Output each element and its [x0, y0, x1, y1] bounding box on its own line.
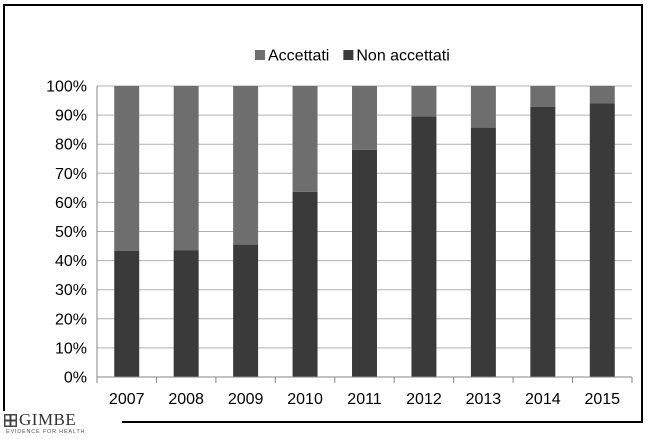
y-tick-label: 50% — [55, 224, 87, 241]
bar-non-accettati-2009 — [233, 244, 259, 377]
x-tick-label: 2014 — [525, 391, 561, 408]
bar-non-accettati-2010 — [292, 191, 318, 377]
y-tick-label: 20% — [55, 311, 87, 328]
bar-non-accettati-2011 — [352, 149, 377, 377]
x-axis-ticks: 2007 2008 2009 2010 2011 2012 2013 2014 2015 — [109, 391, 620, 408]
x-tick-label: 2013 — [466, 391, 502, 408]
x-tick-label: 2008 — [168, 391, 204, 408]
y-tick-label: 70% — [55, 166, 87, 183]
gimbe-grid-icon — [4, 414, 17, 427]
stacked-bar-chart: 0%10%20%30%40%50%60%70%80%90%100% 2007 20… — [46, 48, 633, 408]
legend: Accettati Non accettati — [255, 48, 450, 65]
bars — [114, 86, 615, 378]
bar-non-accettati-2008 — [173, 250, 199, 377]
gimbe-logo: GIMBE EVIDENCE FOR HEALTH — [2, 411, 122, 437]
bar-accettati-2015 — [589, 86, 615, 104]
x-tick-label: 2010 — [287, 391, 323, 408]
y-tick-label: 40% — [55, 253, 87, 270]
legend-swatch-non-accettati — [343, 50, 354, 60]
legend-label-accettati: Accettati — [268, 48, 329, 65]
bar-non-accettati-2014 — [530, 106, 556, 377]
bar-accettati-2014 — [530, 86, 556, 107]
y-tick-label: 90% — [55, 108, 87, 125]
x-tick-label: 2009 — [228, 391, 264, 408]
y-tick-label: 60% — [55, 195, 87, 212]
bar-non-accettati-2012 — [411, 116, 437, 378]
logo-tagline: EVIDENCE FOR HEALTH — [6, 429, 86, 435]
bar-accettati-2013 — [470, 86, 496, 128]
x-tick-label: 2015 — [584, 391, 620, 408]
chart-frame: 0% 10% 20% 30% 40% 50% 60% 70% 80% 90% 100% 2007 20… — [3, 4, 643, 423]
axes — [96, 86, 633, 383]
logo-name: GIMBE — [19, 410, 77, 429]
bar-accettati-2010 — [292, 86, 318, 192]
y-axis-ticks: 0% 10% 20% 30% 40% 50% 60% 70% 80% 90% 100% — [46, 79, 87, 387]
bar-accettati-2007 — [114, 86, 140, 251]
bar-accettati-2012 — [411, 86, 437, 117]
bar-accettati-2011 — [352, 86, 377, 150]
bar-accettati-2009 — [233, 86, 259, 245]
y-tick-label: 80% — [55, 137, 87, 154]
y-tick-label: 30% — [55, 282, 87, 299]
bar-non-accettati-2015 — [589, 103, 615, 378]
y-tick-label: 0% — [64, 370, 87, 387]
legend-swatch-accettati — [255, 50, 265, 60]
x-tick-label: 2011 — [347, 391, 382, 408]
bar-non-accettati-2013 — [470, 127, 496, 377]
x-tick-label: 2012 — [406, 391, 442, 408]
bar-non-accettati-2007 — [114, 250, 140, 377]
y-tick-label: 100% — [46, 79, 87, 96]
bar-accettati-2008 — [173, 86, 199, 251]
legend-label-non-accettati: Non accettati — [356, 48, 449, 65]
y-tick-label: 10% — [55, 340, 87, 357]
x-tick-label: 2007 — [109, 391, 145, 408]
